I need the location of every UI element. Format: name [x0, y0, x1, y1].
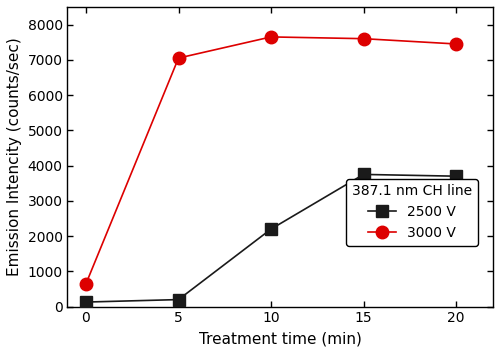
Line: 2500 V: 2500 V — [80, 168, 462, 308]
3000 V — [83, 282, 89, 286]
Y-axis label: Emission Intencity (counts/sec): Emission Intencity (counts/sec) — [7, 37, 22, 276]
X-axis label: Treatment time (min): Treatment time (min) — [199, 331, 362, 346]
2500 V — [83, 300, 89, 304]
3000 V — [453, 42, 459, 46]
2500 V — [268, 227, 274, 231]
Line: 3000 V: 3000 V — [80, 31, 462, 290]
3000 V — [360, 37, 366, 41]
2500 V — [360, 172, 366, 176]
3000 V — [268, 35, 274, 39]
Legend: 2500 V, 3000 V: 2500 V, 3000 V — [346, 179, 478, 246]
2500 V — [453, 174, 459, 178]
3000 V — [176, 56, 182, 60]
2500 V — [176, 298, 182, 302]
